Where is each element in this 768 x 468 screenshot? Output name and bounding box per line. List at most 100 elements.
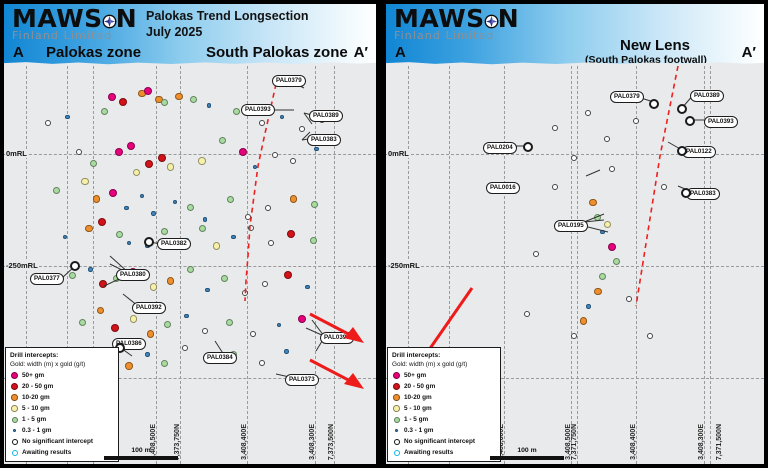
hole-tag[interactable]: PAL0384 <box>203 352 237 364</box>
panel-right-inner: MAWS N Finland Limited A A′ New Lens (Sou… <box>386 4 764 464</box>
hole-tag[interactable]: PAL0389 <box>690 90 724 102</box>
gridline-v <box>180 66 181 464</box>
legend-swatch-icon <box>392 405 401 412</box>
gridline-v <box>93 66 94 464</box>
zone-label-new-lens: New Lens <box>620 37 691 54</box>
hole-tag[interactable]: PAL0380 <box>116 269 150 281</box>
panel-left-inner: MAWS N Finland Limited Palokas Trend Long… <box>4 4 376 464</box>
legend-item: 1 - 5 gm <box>10 414 114 425</box>
hole-tag[interactable]: PAL0393 <box>704 116 738 128</box>
hole-tag[interactable]: PAL0373 <box>285 374 319 386</box>
hole-tag[interactable]: PAL0379 <box>272 75 306 87</box>
legend-item: 1 - 5 gm <box>392 414 496 425</box>
hole-tag[interactable]: PAL0195 <box>554 220 588 232</box>
scatter-point <box>62 234 68 240</box>
legend-item: 10-20 gm <box>392 392 496 403</box>
scatter-point <box>212 242 221 250</box>
scatter-point-open <box>646 333 653 339</box>
section-end-label: A′ <box>353 44 368 61</box>
scatter-point-open <box>585 110 592 117</box>
legend-right: Drill intercepts: Gold: width (m) x gold… <box>387 347 501 462</box>
drill-collar[interactable] <box>649 99 659 109</box>
legend-swatch-icon <box>10 372 19 379</box>
legend-swatch-icon <box>392 416 401 423</box>
legend-item: 0.3 - 1 gm <box>392 425 496 436</box>
scatter-point <box>129 315 138 323</box>
scatter-point-open <box>571 154 578 161</box>
topography-wave <box>386 62 764 67</box>
legend-swatch-icon <box>10 449 19 456</box>
scatter-point-open <box>244 213 251 220</box>
scatter-point <box>89 160 97 168</box>
drill-collar[interactable] <box>677 104 687 114</box>
hole-tag[interactable]: PAL0393 <box>241 104 275 116</box>
legend-item: 5 - 10 gm <box>392 403 496 414</box>
hole-tag[interactable]: PAL0379 <box>610 91 644 103</box>
scatter-point <box>126 142 135 151</box>
legend-item: 5 - 10 gm <box>10 403 114 414</box>
scatter-point <box>184 313 189 319</box>
drill-collar[interactable] <box>677 146 687 156</box>
scatter-point <box>227 195 235 203</box>
scatter-point <box>298 315 306 324</box>
gridline-h <box>386 266 764 267</box>
legend-title: Drill intercepts: <box>10 352 59 359</box>
legend-swatch-icon <box>10 383 19 390</box>
scatter-point-open <box>261 280 268 287</box>
scatter-point-open <box>267 239 274 246</box>
scatter-point <box>231 234 236 240</box>
drill-collar[interactable] <box>144 237 154 247</box>
scatter-point <box>146 330 155 338</box>
drill-collar[interactable] <box>70 261 80 271</box>
legend-item-label: 5 - 10 gm <box>22 405 50 412</box>
scatter-point <box>119 98 128 107</box>
hole-tag[interactable]: PAL0389 <box>309 110 343 122</box>
scatter-point-open <box>523 310 530 317</box>
scatter-point-open <box>250 330 257 337</box>
gridline-v <box>710 66 711 464</box>
legend-item: 50+ gm <box>10 370 114 381</box>
scatter-point <box>166 163 175 171</box>
zone-label-palokas: Palokas zone <box>46 44 142 61</box>
scatter-point-open <box>604 136 611 143</box>
legend-left: Drill intercepts: Gold: width (m) x gold… <box>5 347 119 462</box>
scatter-point-open <box>44 119 51 126</box>
annotation-arrow <box>309 312 364 343</box>
legend-item-label: Awaiting results <box>22 449 72 456</box>
scatter-point-open <box>609 165 615 172</box>
gridline-h <box>386 378 764 379</box>
scatter-point-open <box>552 125 559 131</box>
panel-right-header: MAWS N Finland Limited A A′ New Lens (Sou… <box>386 4 764 67</box>
y-tick-250: -250mRL <box>387 261 421 270</box>
logo-wordmark: MAWS N <box>394 4 520 33</box>
hole-tag[interactable]: PAL0377 <box>30 273 64 285</box>
scatter-point-open <box>552 184 559 191</box>
scatter-point <box>161 227 169 235</box>
hole-tag[interactable]: PAL0122 <box>682 146 716 158</box>
hole-tag[interactable]: PAL0386 <box>112 338 146 350</box>
scatter-point <box>198 157 206 165</box>
scatter-point <box>600 229 605 235</box>
gridline-v <box>315 66 316 464</box>
gridline-h <box>386 154 764 155</box>
scatter-point <box>161 98 169 106</box>
scatter-point <box>279 114 285 120</box>
drill-collar[interactable] <box>523 142 533 152</box>
hole-tag[interactable]: PAL0383 <box>307 134 341 146</box>
hole-tag[interactable]: PAL0383 <box>686 188 720 200</box>
page-title-line1: Palokas Trend Longsection <box>146 9 309 23</box>
legend-item-label: 5 - 10 gm <box>404 405 432 412</box>
scatter-point <box>187 265 195 273</box>
scatter-point <box>96 306 105 315</box>
x-tick: 7,373,500N <box>328 423 335 460</box>
drill-collar[interactable] <box>681 188 691 198</box>
hole-tag[interactable]: PAL0392 <box>132 302 166 314</box>
hole-tag[interactable]: PAL0382 <box>157 238 191 250</box>
scatter-point <box>81 177 89 186</box>
hole-tag[interactable]: PAL0204 <box>483 142 517 154</box>
scatter-point-open <box>241 289 248 296</box>
gridline-v <box>449 66 450 464</box>
drill-collar[interactable] <box>685 116 695 126</box>
scatter-point-open <box>299 125 305 132</box>
hole-tag[interactable]: PAL0016 <box>486 182 520 194</box>
